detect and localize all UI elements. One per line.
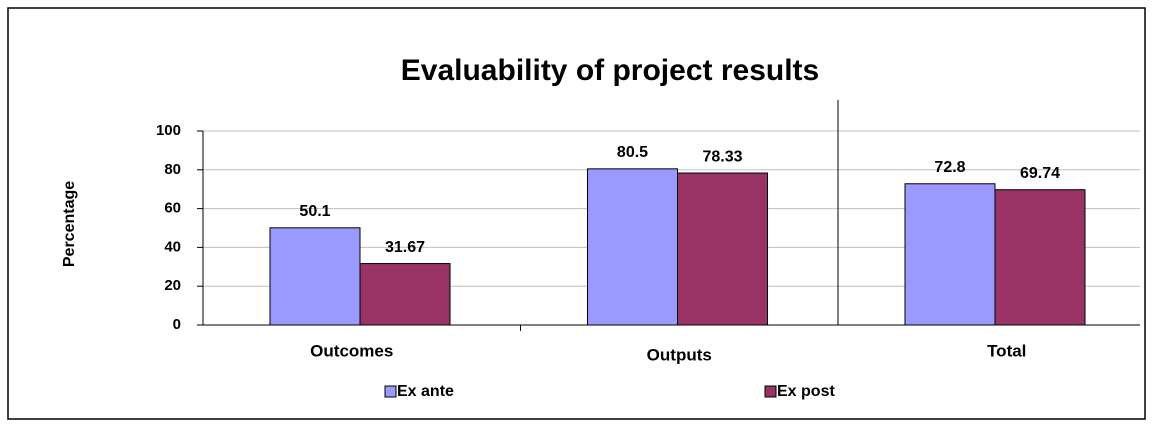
bar — [359, 263, 451, 326]
y-tick-label: 0 — [173, 316, 181, 333]
x-tick-label: Outcomes — [310, 341, 393, 360]
bar — [994, 189, 1086, 326]
y-tick-label: 40 — [164, 238, 181, 255]
x-tick-label: Outputs — [647, 345, 712, 364]
value-label: 80.5 — [617, 144, 648, 161]
chart-title: Evaluability of project results — [401, 54, 819, 87]
legend-label: Ex ante — [397, 383, 454, 400]
legend-swatch — [384, 385, 397, 398]
y-axis-title: Percentage — [61, 181, 78, 267]
value-label: 78.33 — [702, 148, 742, 165]
y-tick-label: 100 — [156, 122, 181, 139]
y-tick-label: 20 — [164, 277, 181, 294]
value-label: 31.67 — [385, 239, 425, 256]
y-tick-label: 80 — [164, 161, 181, 178]
value-label: 50.1 — [299, 203, 330, 220]
value-label: 72.8 — [934, 159, 965, 176]
bar — [269, 227, 361, 326]
x-tick-label: Total — [987, 341, 1026, 360]
bar — [904, 183, 996, 326]
legend-swatch — [764, 385, 777, 398]
bar — [677, 172, 768, 326]
legend-label: Ex post — [777, 383, 835, 400]
y-tick-label: 60 — [164, 200, 181, 217]
value-label: 69.74 — [1020, 165, 1060, 182]
bar — [587, 168, 678, 326]
